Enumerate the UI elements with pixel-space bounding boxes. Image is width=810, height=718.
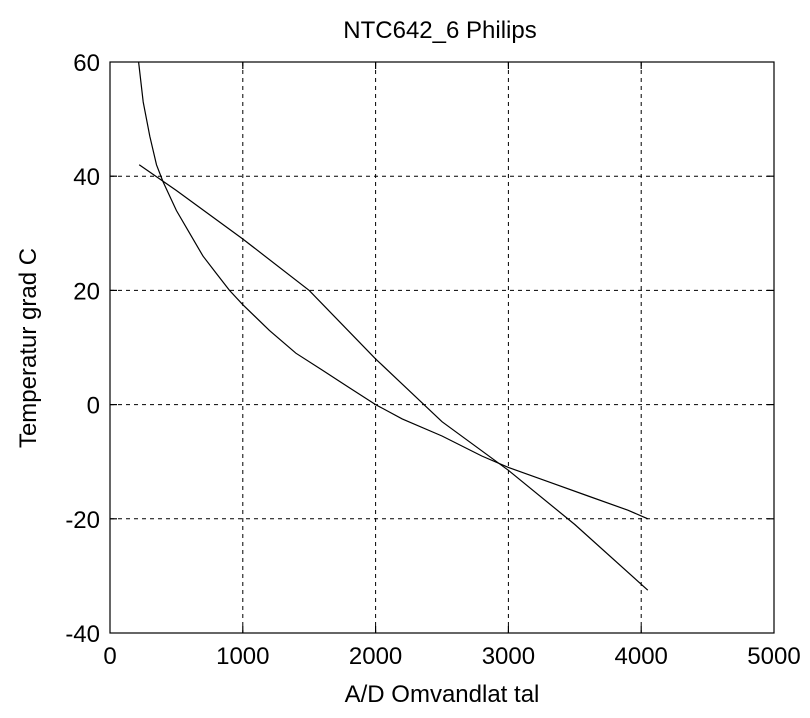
y-tick-label: 20 (73, 278, 100, 305)
y-tick-label: 60 (73, 50, 100, 77)
y-tick-label: -20 (65, 507, 100, 534)
series-line-2 (138, 164, 649, 591)
x-tick-label: 0 (103, 643, 116, 670)
x-tick-label: 4000 (615, 643, 668, 670)
y-tick-label: -40 (65, 621, 100, 648)
x-axis-label: A/D Omvandlat tal (345, 681, 540, 708)
tick-labels: 0 1000 2000 3000 4000 5000 -40 -20 0 20 40 60 (65, 50, 800, 670)
chart-title: NTC642_6 Philips (343, 17, 536, 44)
x-tick-label: 1000 (216, 643, 269, 670)
y-axis-label: Temperatur grad C (15, 248, 42, 448)
y-tick-label: 40 (73, 164, 100, 191)
axis-ticks (110, 62, 774, 633)
plot-frame (109, 61, 775, 634)
grid (110, 62, 774, 633)
x-tick-label: 2000 (349, 643, 402, 670)
x-tick-label: 3000 (482, 643, 535, 670)
y-tick-label: 0 (87, 393, 100, 420)
x-tick-label: 5000 (747, 643, 800, 670)
series-line-1 (138, 61, 649, 520)
series-group (138, 61, 649, 591)
